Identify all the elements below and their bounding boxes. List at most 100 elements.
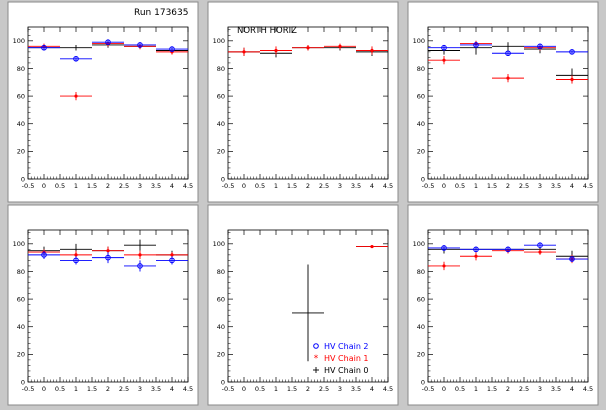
x-tick-label: -0.5	[222, 385, 235, 393]
data-point	[124, 250, 156, 260]
marker-star	[74, 253, 78, 257]
data-point	[492, 50, 524, 57]
pad-frame	[407, 204, 599, 406]
x-tick-label: 3.5	[351, 182, 361, 190]
x-tick-label: 0	[42, 385, 46, 393]
marker-circle	[169, 46, 175, 52]
x-tick-label: 0.5	[255, 182, 265, 190]
marker-circle	[505, 246, 511, 253]
x-tick-label: 0	[442, 182, 446, 190]
data-point	[556, 75, 588, 84]
x-tick-label: 2.5	[119, 182, 129, 190]
x-tick-label: 4.5	[183, 182, 193, 190]
marker-circle	[105, 254, 111, 261]
y-axis: 0 20 40 60 80 100	[213, 232, 388, 386]
marker-circle	[473, 42, 479, 48]
marker-star	[170, 253, 174, 257]
data-point	[92, 39, 124, 46]
marker-star	[474, 254, 478, 258]
run-label: Run 173635	[134, 8, 188, 18]
data-point	[124, 239, 156, 251]
data-point	[60, 55, 92, 62]
y-axis: 0 20 40 60 80 100	[413, 29, 588, 183]
data-point	[324, 43, 356, 50]
x-tick-label: 0.5	[455, 182, 465, 190]
data-point	[460, 252, 492, 261]
data-point	[524, 43, 556, 50]
y-tick-label: 100	[213, 37, 225, 45]
x-tick-label: 1.5	[287, 385, 297, 393]
marker-star	[106, 249, 110, 253]
y-axis: 0 20 40 60 80 100	[13, 232, 188, 386]
x-tick-label: 0	[242, 182, 246, 190]
legend-entry: HV Chain 2	[313, 342, 369, 351]
x-tick-label: 3	[538, 182, 542, 190]
pad-frame	[7, 1, 199, 203]
y-tick-label: 60	[217, 92, 225, 100]
x-axis: -0.5 0 0.5 1 1.5 2 2.5 3 3.5 4 4.5	[22, 27, 193, 190]
x-tick-label: 3.5	[351, 385, 361, 393]
x-tick-label: 0	[242, 385, 246, 393]
y-tick-label: 0	[421, 378, 425, 386]
marker-circle	[41, 252, 47, 258]
marker-star	[442, 58, 446, 62]
marker-star	[306, 46, 310, 50]
y-tick-label: 100	[213, 240, 225, 248]
marker-circle	[41, 44, 47, 51]
pad-frame	[7, 204, 199, 406]
y-axis: 0 20 40 60 80 100	[213, 29, 388, 183]
marker-circle	[569, 49, 575, 55]
y-tick-label: 20	[17, 148, 25, 156]
y-tick-label: 20	[217, 351, 225, 359]
x-tick-label: 2	[306, 182, 310, 190]
legend-label: HV Chain 1	[324, 354, 369, 363]
series-hv-chain-2	[28, 39, 188, 62]
data-point	[28, 44, 60, 51]
x-tick-label: 2.5	[319, 385, 329, 393]
data-point	[428, 44, 460, 51]
x-axis: -0.5 0 0.5 1 1.5 2 2.5 3 3.5 4 4.5	[422, 230, 593, 393]
y-tick-label: 80	[217, 268, 225, 276]
legend-entry: * HV Chain 1	[314, 354, 369, 364]
x-tick-label: 4	[370, 182, 374, 190]
x-tick-label: 4	[570, 182, 574, 190]
x-tick-label: 0.5	[455, 385, 465, 393]
x-axis: -0.5 0 0.5 1 1.5 2 2.5 3 3.5 4 4.5	[422, 27, 593, 190]
x-tick-label: 2	[106, 182, 110, 190]
marker-circle	[73, 55, 79, 62]
data-point	[492, 246, 524, 253]
x-tick-label: 4.5	[383, 182, 393, 190]
series-hv-chain-1	[356, 244, 388, 249]
marker-circle	[169, 257, 175, 264]
y-axis: 0 20 40 60 80 100	[13, 29, 188, 183]
data-point	[556, 256, 588, 262]
marker-star	[370, 244, 374, 249]
x-tick-label: 3	[338, 385, 342, 393]
x-tick-label: 3.5	[551, 182, 561, 190]
x-tick-label: 1.5	[287, 182, 297, 190]
x-axis: -0.5 0 0.5 1 1.5 2 2.5 3 3.5 4 4.5	[222, 27, 393, 190]
data-point	[260, 46, 292, 55]
y-tick-label: 40	[17, 323, 25, 331]
marker-circle	[505, 50, 511, 57]
y-tick-label: 0	[221, 378, 225, 386]
y-tick-label: 80	[217, 65, 225, 73]
pad-frame	[207, 1, 399, 203]
marker-star	[74, 94, 78, 98]
x-tick-label: 4.5	[583, 182, 593, 190]
y-tick-label: 60	[417, 92, 425, 100]
series-hv-chain-2	[428, 42, 588, 57]
marker-circle	[105, 39, 111, 46]
y-tick-label: 100	[413, 240, 425, 248]
x-tick-label: 1.5	[87, 385, 97, 393]
y-tick-label: 40	[217, 323, 225, 331]
x-tick-label: 1.5	[87, 182, 97, 190]
x-tick-label: 3.5	[151, 385, 161, 393]
data-point	[60, 256, 92, 265]
y-tick-label: 60	[417, 295, 425, 303]
x-tick-label: 2	[306, 385, 310, 393]
x-tick-label: 4	[170, 182, 174, 190]
x-axis: -0.5 0 0.5 1 1.5 2 2.5 3 3.5 4 4.5	[222, 230, 393, 393]
